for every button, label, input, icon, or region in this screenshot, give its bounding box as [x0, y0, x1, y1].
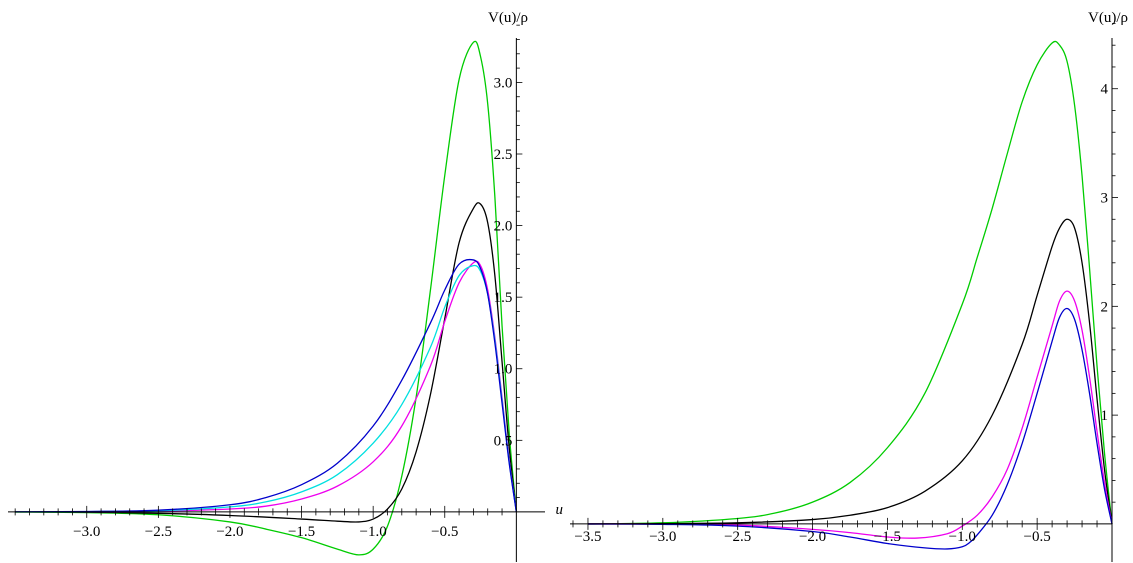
right-plot-x-tick-label: −1.5 [874, 529, 901, 545]
left-plot-series-green [15, 40, 518, 556]
right-plot-series-green [587, 40, 1113, 525]
right-plot-ticks [572, 23, 1118, 530]
right-plot-tick-labels: −3.5 −3.0 −2.5 −2.0 −1.5 −1.0 −0.5 1 2 3 4 [574, 82, 1108, 545]
left-plot-series-blue [15, 258, 518, 513]
right-plot-series-black [587, 218, 1113, 525]
right-plot-x-tick-label: −3.5 [574, 529, 601, 545]
left-plot-series-cyan [15, 264, 518, 513]
right-plot-axes [570, 38, 1113, 562]
left-plot-x-tick-label: −2.5 [145, 524, 172, 540]
left-plot-y-tick-label: 2.5 [494, 147, 513, 163]
left-plot-x-tick-label: −2.0 [216, 524, 243, 540]
left-plot-y-tick-label: 0.5 [494, 433, 513, 449]
left-plot-x-tick-label: −0.5 [431, 524, 458, 540]
left-plot-curves [15, 40, 518, 556]
left-plot-x-axis-label: u [556, 502, 564, 518]
left-plot-y-tick-label: 3.0 [494, 75, 513, 91]
right-plot-x-tick-label: −2.5 [724, 529, 751, 545]
right-plot-y-axis-label: V(u)/ρ [1088, 10, 1128, 26]
left-plot-y-tick-label: 1.5 [494, 290, 513, 306]
left-plot-axes [8, 38, 545, 562]
left-plot-y-axis-label: V(u)/ρ [488, 10, 528, 26]
right-plot-series-blue [587, 307, 1113, 550]
left-plot-x-tick-label: −1.5 [288, 524, 315, 540]
left-plot-y-tick-label: 2.0 [494, 219, 513, 235]
right-plot-x-tick-label: −2.0 [799, 529, 826, 545]
right-plot-series-magenta [587, 290, 1113, 539]
right-plot-x-tick-label: −3.0 [649, 529, 676, 545]
right-plot-y-tick-label: 2 [1101, 299, 1109, 315]
right-plot-y-tick-label: 3 [1101, 191, 1109, 207]
left-plot-x-tick-label: −3.0 [73, 524, 100, 540]
left-plot-tick-labels: −3.0 −2.5 −2.0 −1.5 −1.0 −0.5 0.5 1.0 1.5 2.0 2.5 3… [73, 75, 512, 539]
right-plot-x-tick-label: −1.0 [949, 529, 976, 545]
right-plot-x-tick-label: −0.5 [1024, 529, 1051, 545]
left-plot: −3.0 −2.5 −2.0 −1.5 −1.0 −0.5 0.5 1.0 1.5 2.0 2.5 3… [8, 10, 563, 562]
left-plot-ticks [14, 24, 523, 518]
right-plot-curves [587, 40, 1113, 550]
right-plot-y-tick-label: 4 [1101, 82, 1109, 98]
left-plot-x-tick-label: −1.0 [360, 524, 387, 540]
left-plot-y-tick-label: 1.0 [494, 362, 513, 378]
left-plot-series-black [15, 202, 518, 523]
right-plot-y-tick-label: 1 [1101, 408, 1109, 424]
